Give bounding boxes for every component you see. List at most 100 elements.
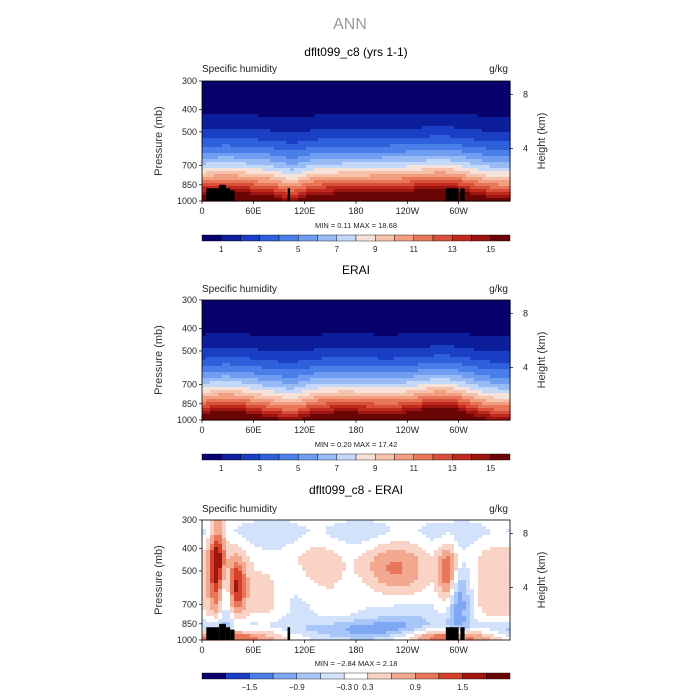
contour-cell: [286, 114, 291, 118]
contour-cell: [254, 402, 259, 406]
contour-cell: [438, 84, 443, 88]
contour-cell: [334, 183, 339, 187]
contour-cell: [398, 165, 403, 169]
contour-cell: [354, 123, 359, 127]
contour-cell: [446, 153, 451, 157]
contour-cell: [322, 105, 327, 109]
contour-cell: [346, 165, 351, 169]
contour-cell: [218, 405, 223, 409]
contour-cell: [282, 324, 287, 328]
contour-cell: [318, 183, 323, 187]
contour-cell: [262, 312, 267, 316]
contour-cell: [362, 111, 367, 115]
contour-cell: [342, 114, 347, 118]
contour-cell: [418, 156, 423, 160]
contour-cell: [246, 375, 251, 379]
contour-cell: [402, 111, 407, 115]
contour-cell: [470, 198, 475, 202]
contour-cell: [222, 90, 227, 94]
contour-cell: [290, 129, 295, 133]
contour-cell: [470, 150, 475, 154]
contour-cell: [294, 402, 299, 406]
contour-cell: [262, 81, 267, 85]
contour-cell: [258, 156, 263, 160]
contour-cell: [354, 327, 359, 331]
contour-cell: [230, 114, 235, 118]
contour-cell: [486, 192, 491, 196]
contour-cell: [354, 144, 359, 148]
contour-cell: [302, 150, 307, 154]
contour-cell: [246, 408, 251, 412]
contour-cell: [246, 393, 251, 397]
contour-cell: [306, 132, 311, 136]
contour-cell: [278, 93, 283, 97]
contour-cell: [334, 117, 339, 121]
contour-cell: [282, 96, 287, 100]
contour-cell: [250, 162, 255, 166]
contour-cell: [306, 156, 311, 160]
contour-cell: [286, 387, 291, 391]
contour-cell: [454, 129, 459, 133]
contour-cell: [318, 372, 323, 376]
contour-cell: [350, 156, 355, 160]
contour-cell: [302, 105, 307, 109]
contour-cell: [294, 93, 299, 97]
contour-cell: [298, 333, 303, 337]
contour-cell: [378, 129, 383, 133]
contour-cell: [430, 165, 435, 169]
contour-cell: [214, 102, 219, 106]
contour-cell: [254, 315, 259, 319]
contour-cell: [386, 90, 391, 94]
contour-cell: [370, 129, 375, 133]
contour-cell: [230, 315, 235, 319]
contour-cell: [350, 405, 355, 409]
contour-cell: [230, 126, 235, 130]
contour-cell: [250, 390, 255, 394]
contour-cell: [258, 333, 263, 337]
contour-cell: [414, 186, 419, 190]
contour-cell: [406, 198, 411, 202]
contour-cell: [334, 162, 339, 166]
contour-cell: [310, 381, 315, 385]
contour-cell: [346, 414, 351, 418]
contour-cell: [286, 342, 291, 346]
colorbar-label: 7: [335, 245, 340, 254]
contour-cell: [254, 408, 259, 412]
contour-cell: [482, 141, 487, 145]
contour-cell: [442, 90, 447, 94]
contour-cell: [250, 186, 255, 190]
contour-cell: [358, 396, 363, 400]
contour-cell: [274, 381, 279, 385]
contour-cell: [270, 396, 275, 400]
contour-cell: [290, 132, 295, 136]
contour-cell: [282, 138, 287, 142]
contour-cell: [246, 126, 251, 130]
contour-cell: [438, 168, 443, 172]
contour-cell: [318, 387, 323, 391]
contour-cell: [378, 111, 383, 115]
contour-cell: [242, 87, 247, 91]
contour-cell: [426, 129, 431, 133]
contour-cell: [394, 159, 399, 163]
contour-cell: [290, 111, 295, 115]
contour-cell: [294, 123, 299, 127]
contour-cell: [474, 192, 479, 196]
contour-cell: [378, 102, 383, 106]
contour-cell: [214, 351, 219, 355]
contour-cell: [486, 165, 491, 169]
contour-cell: [362, 303, 367, 307]
contour-cell: [350, 381, 355, 385]
contour-cell: [238, 414, 243, 418]
contour-cell: [282, 195, 287, 199]
contour-cell: [286, 138, 291, 142]
contour-cell: [318, 117, 323, 121]
contour-cell: [334, 384, 339, 388]
contour-cell: [238, 393, 243, 397]
contour-cell: [342, 138, 347, 142]
contour-cell: [258, 123, 263, 127]
contour-cell: [458, 162, 463, 166]
contour-cell: [222, 333, 227, 337]
contour-cell: [350, 402, 355, 406]
contour-cell: [218, 303, 223, 307]
contour-cell: [458, 114, 463, 118]
